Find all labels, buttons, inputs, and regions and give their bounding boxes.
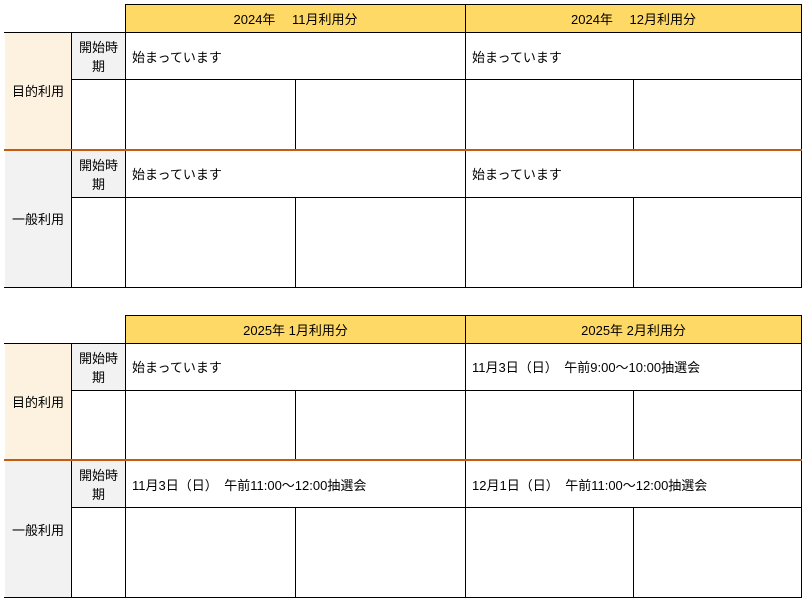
general-start-4: 12月1日（日） 午前11:00～12:00抽選会 bbox=[466, 460, 802, 508]
schedule-table-1: 2024年 11月利用分 2024年 12月利用分 目的利用 開始時期 始まって… bbox=[4, 4, 802, 598]
purpose-detail-1a bbox=[126, 80, 296, 150]
general-start-row-2: 一般利用 開始時期 11月3日（日） 午前11:00～12:00抽選会 12月1… bbox=[5, 460, 802, 508]
general-detail-3a bbox=[126, 508, 296, 598]
start-label-2b: 開始時期 bbox=[72, 460, 126, 508]
gap-row bbox=[5, 287, 802, 315]
purpose-start-1: 始まっています bbox=[126, 33, 466, 80]
start-label-2: 開始時期 bbox=[72, 343, 126, 390]
general-start-2: 始まっています bbox=[466, 150, 802, 198]
general-start-1: 始まっています bbox=[126, 150, 466, 198]
general-detail-row bbox=[5, 197, 802, 287]
gap-cell bbox=[5, 287, 802, 315]
period-header-2: 2024年 12月利用分 bbox=[466, 5, 802, 33]
period-header-1: 2024年 11月利用分 bbox=[126, 5, 466, 33]
general-detail-3b bbox=[296, 508, 466, 598]
general-detail-2b bbox=[634, 197, 802, 287]
purpose-start-row: 目的利用 開始時期 始まっています 始まっています bbox=[5, 33, 802, 80]
purpose-detail-row bbox=[5, 80, 802, 150]
general-start-row: 一般利用 開始時期 始まっています 始まっています bbox=[5, 150, 802, 198]
type-general: 一般利用 bbox=[5, 150, 72, 288]
purpose-detail-2a bbox=[466, 80, 634, 150]
general-detail-4a bbox=[466, 508, 634, 598]
general-detail-label bbox=[72, 197, 126, 287]
purpose-detail-2b bbox=[634, 80, 802, 150]
type-general-2: 一般利用 bbox=[5, 460, 72, 598]
purpose-start-row-2: 目的利用 開始時期 始まっています 11月3日（日） 午前9:00～10:00抽… bbox=[5, 343, 802, 390]
general-detail-1b bbox=[296, 197, 466, 287]
purpose-detail-4b bbox=[634, 390, 802, 460]
general-detail-1a bbox=[126, 197, 296, 287]
period-header-4: 2025年 2月利用分 bbox=[466, 315, 802, 343]
purpose-detail-3a bbox=[126, 390, 296, 460]
general-detail-row-2 bbox=[5, 508, 802, 598]
type-purpose-2: 目的利用 bbox=[5, 343, 72, 460]
general-start-3: 11月3日（日） 午前11:00～12:00抽選会 bbox=[126, 460, 466, 508]
purpose-detail-label-2 bbox=[72, 390, 126, 460]
purpose-start-3: 始まっています bbox=[126, 343, 466, 390]
purpose-detail-label bbox=[72, 80, 126, 150]
purpose-start-2: 始まっています bbox=[466, 33, 802, 80]
general-detail-label-2 bbox=[72, 508, 126, 598]
general-detail-4b bbox=[634, 508, 802, 598]
purpose-detail-1b bbox=[296, 80, 466, 150]
type-purpose: 目的利用 bbox=[5, 33, 72, 150]
header-row-2: 2025年 1月利用分 2025年 2月利用分 bbox=[5, 315, 802, 343]
start-label: 開始時期 bbox=[72, 150, 126, 198]
purpose-detail-3b bbox=[296, 390, 466, 460]
purpose-detail-4a bbox=[466, 390, 634, 460]
header-blank bbox=[5, 5, 126, 33]
purpose-start-4: 11月3日（日） 午前9:00～10:00抽選会 bbox=[466, 343, 802, 390]
header-row: 2024年 11月利用分 2024年 12月利用分 bbox=[5, 5, 802, 33]
purpose-detail-row-2 bbox=[5, 390, 802, 460]
header-blank-2 bbox=[5, 315, 126, 343]
period-header-3: 2025年 1月利用分 bbox=[126, 315, 466, 343]
start-label: 開始時期 bbox=[72, 33, 126, 80]
general-detail-2a bbox=[466, 197, 634, 287]
